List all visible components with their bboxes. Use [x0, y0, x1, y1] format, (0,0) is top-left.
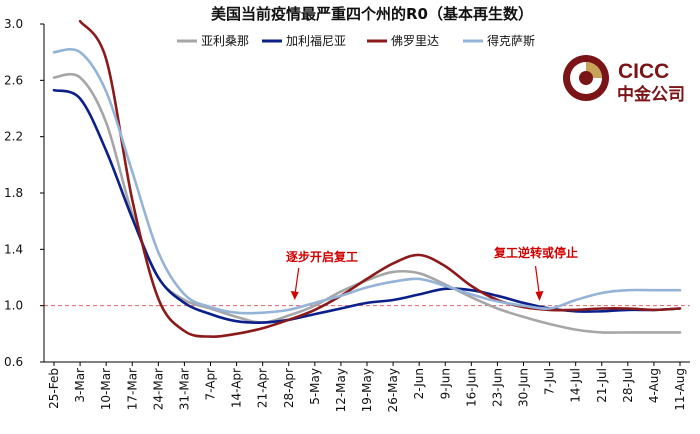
legend-label: 得克萨斯 — [487, 33, 535, 48]
x-tick-label: 7-Jul — [543, 368, 557, 395]
x-tick-label: 2-Jun — [412, 368, 426, 399]
x-tick-label: 3-Mar — [73, 368, 87, 403]
x-tick-label: 28-Apr — [282, 368, 296, 408]
cicc-logo: CICC 中金公司 — [563, 55, 685, 104]
x-tick-label: 14-Jul — [569, 368, 583, 403]
x-tick-label: 7-Apr — [204, 368, 218, 401]
x-tick-label: 21-Jul — [595, 368, 609, 403]
logo-line1: CICC — [618, 60, 669, 83]
x-tick-label: 10-Mar — [99, 368, 113, 410]
x-tick-label: 31-Mar — [177, 368, 191, 410]
y-tick-label: 0.6 — [4, 355, 23, 369]
logo-core-icon — [579, 71, 593, 85]
series-line-加利福尼亚 — [52, 88, 682, 324]
annotation-label: 复工逆转或停止 — [493, 245, 578, 260]
x-tick-label: 26-May — [386, 368, 400, 412]
y-tick-label: 2.6 — [4, 73, 23, 87]
series-line-得克萨斯 — [52, 48, 682, 315]
y-tick-label: 3.0 — [4, 17, 23, 31]
series-line-佛罗里达 — [78, 19, 682, 338]
x-tick-label: 11-Aug — [673, 368, 687, 411]
y-tick-label: 1.4 — [4, 242, 23, 256]
x-tick-label: 24-Mar — [151, 368, 165, 410]
legend-label: 加利福尼亚 — [286, 33, 346, 48]
y-tick-label: 1.8 — [4, 186, 23, 200]
y-tick-label: 1.0 — [4, 299, 23, 313]
annotation-arrowhead — [535, 291, 544, 301]
x-tick-label: 17-Mar — [125, 368, 139, 410]
x-tick-label: 28-Jul — [621, 368, 635, 403]
annotation-arrow — [534, 265, 541, 297]
x-tick-label: 14-Apr — [230, 368, 244, 408]
logo-line2: 中金公司 — [617, 84, 685, 104]
x-tick-label: 30-Jun — [517, 368, 531, 407]
annotation-arrowhead — [290, 291, 299, 300]
y-tick-label: 2.2 — [4, 130, 23, 144]
annotation-label: 逐步开启复工 — [286, 249, 358, 264]
x-tick-label: 25-Feb — [47, 368, 61, 409]
x-tick-label: 5-May — [308, 368, 322, 405]
legend-label: 佛罗里达 — [391, 34, 439, 48]
series-line-亚利桑那 — [52, 72, 682, 334]
x-tick-label: 4-Aug — [647, 368, 661, 403]
x-tick-label: 16-Jun — [464, 368, 478, 407]
x-tick-label: 19-May — [360, 368, 374, 412]
x-tick-label: 21-Apr — [256, 368, 270, 408]
legend-label: 亚利桑那 — [201, 34, 249, 48]
annotation-arrow — [294, 267, 300, 297]
x-tick-label: 12-May — [334, 368, 348, 412]
chart-title: 美国当前疫情最严重四个州的R0（基本再生数） — [211, 5, 533, 23]
x-tick-label: 9-Jun — [438, 368, 452, 399]
x-tick-label: 23-Jun — [490, 368, 504, 407]
